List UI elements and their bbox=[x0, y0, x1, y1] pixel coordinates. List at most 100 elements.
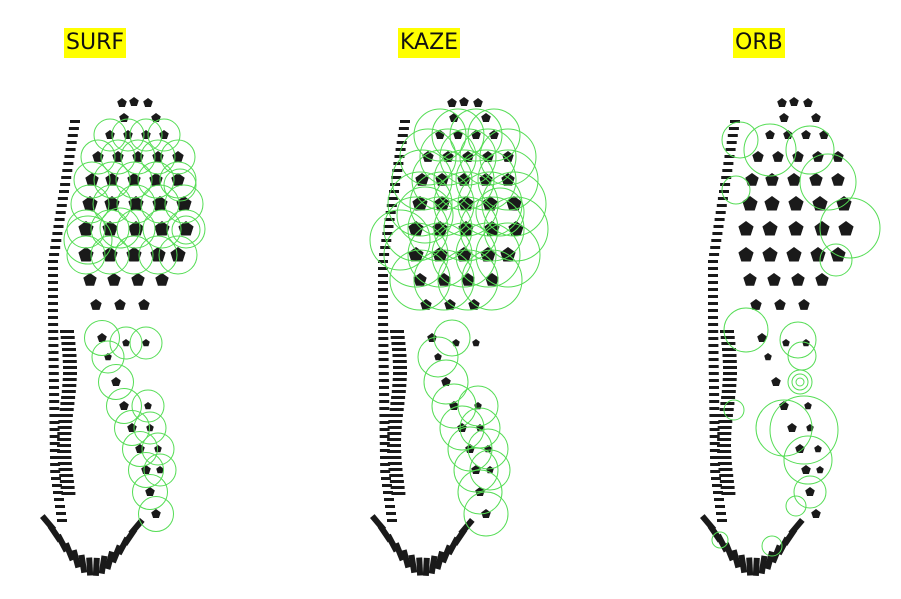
keypoint-circle bbox=[483, 196, 549, 262]
tread-lug bbox=[129, 97, 139, 106]
inner-stripe bbox=[717, 426, 732, 429]
keypoint-circle bbox=[111, 118, 145, 152]
keypoint-circle bbox=[419, 128, 477, 186]
keypoint-circle bbox=[783, 435, 833, 485]
inner-stripe bbox=[58, 468, 73, 471]
tread-lug bbox=[765, 130, 775, 139]
keypoint-circle bbox=[387, 171, 453, 237]
tread-lug bbox=[171, 173, 185, 186]
edge-stripe bbox=[709, 449, 720, 452]
edge-stripe bbox=[385, 211, 396, 214]
edge-stripe bbox=[398, 127, 409, 130]
inner-stripe bbox=[720, 486, 735, 489]
keypoint-circle bbox=[138, 496, 174, 532]
edge-stripe bbox=[714, 498, 724, 501]
inner-stripe bbox=[387, 438, 402, 441]
inner-stripe bbox=[717, 450, 732, 453]
edge-stripe bbox=[708, 337, 719, 340]
inner-stripe bbox=[720, 336, 735, 339]
inner-stripe bbox=[388, 420, 403, 423]
edge-stripe bbox=[723, 162, 734, 165]
panel-kaze: KAZE bbox=[330, 0, 630, 599]
inner-stripe bbox=[722, 378, 737, 381]
keypoint-circle bbox=[479, 128, 537, 186]
tread-lug bbox=[830, 247, 846, 262]
inner-stripe bbox=[721, 390, 736, 393]
tread-lug bbox=[771, 377, 781, 386]
edge-stripe bbox=[379, 421, 390, 424]
edge-stripe bbox=[51, 239, 62, 242]
edge-stripe bbox=[708, 330, 719, 333]
heel-bar bbox=[98, 555, 108, 575]
edge-stripe bbox=[709, 400, 720, 403]
keypoint-circle bbox=[171, 215, 201, 245]
tread-lug bbox=[142, 339, 150, 347]
inner-stripe bbox=[387, 432, 402, 435]
edge-stripe bbox=[382, 484, 392, 487]
tread-lug bbox=[787, 173, 801, 186]
inner-stripe bbox=[393, 372, 407, 375]
tread-lug bbox=[122, 339, 130, 347]
edge-stripe bbox=[48, 260, 58, 263]
edge-stripe bbox=[48, 281, 58, 284]
edge-stripe bbox=[55, 211, 66, 214]
edge-stripe bbox=[708, 323, 719, 326]
inner-stripe bbox=[720, 402, 735, 405]
tread-lug bbox=[805, 487, 815, 496]
tread-lug bbox=[508, 221, 524, 236]
edge-stripe bbox=[65, 148, 76, 151]
edge-stripe bbox=[51, 477, 61, 480]
keypoint-circle bbox=[793, 475, 827, 509]
edge-stripe bbox=[713, 491, 723, 494]
edge-stripe bbox=[387, 197, 398, 200]
tread-lug bbox=[831, 173, 845, 186]
inner-stripe bbox=[722, 354, 737, 357]
tread-lug bbox=[152, 196, 168, 211]
inner-stripe bbox=[60, 330, 74, 333]
heel-bar bbox=[104, 550, 115, 570]
edge-stripe bbox=[57, 519, 67, 522]
keypoint-circle bbox=[795, 377, 805, 387]
edge-stripe bbox=[386, 204, 397, 207]
inner-stripe bbox=[390, 336, 405, 339]
inner-stripe bbox=[60, 486, 75, 489]
edge-stripe bbox=[378, 372, 389, 375]
edge-stripe bbox=[384, 498, 394, 501]
edge-stripe bbox=[393, 162, 404, 165]
edge-stripe bbox=[724, 155, 735, 158]
edge-stripe bbox=[709, 253, 720, 256]
keypoint-circle bbox=[467, 108, 521, 162]
keypoint-circle bbox=[93, 161, 131, 199]
tread-lug bbox=[789, 97, 799, 106]
keypoint-circle bbox=[711, 531, 729, 549]
keypoint-circle bbox=[819, 243, 853, 277]
keypoint-circle bbox=[453, 447, 499, 493]
inner-stripe bbox=[717, 462, 732, 465]
keypoint-circle bbox=[413, 249, 475, 311]
keypoint-circle bbox=[163, 168, 197, 202]
keypoint-circle bbox=[439, 405, 485, 451]
keypoint-circle bbox=[407, 196, 473, 262]
tread-lug bbox=[434, 196, 450, 211]
inner-stripe bbox=[387, 462, 402, 465]
edge-stripe bbox=[56, 204, 67, 207]
tread-lug bbox=[146, 424, 154, 432]
keypoint-circle bbox=[457, 469, 503, 515]
keypoint-circle bbox=[433, 149, 495, 211]
edge-stripe bbox=[708, 295, 718, 298]
inner-stripe bbox=[721, 492, 736, 495]
inner-stripe bbox=[392, 360, 407, 363]
tread-lug bbox=[105, 130, 115, 139]
keypoint-circle bbox=[116, 184, 156, 224]
keypoint-circle bbox=[459, 196, 525, 262]
heel-bar bbox=[428, 555, 438, 575]
edge-stripe bbox=[708, 274, 718, 277]
edge-stripe bbox=[728, 127, 739, 130]
heel-bar bbox=[730, 549, 742, 569]
keypoint-circle bbox=[73, 161, 111, 199]
keypoint-circle bbox=[787, 369, 813, 395]
tread-lug bbox=[408, 221, 424, 236]
tread-lug bbox=[117, 98, 127, 107]
tread-lug bbox=[85, 173, 99, 186]
keypoint-circle bbox=[132, 474, 168, 510]
